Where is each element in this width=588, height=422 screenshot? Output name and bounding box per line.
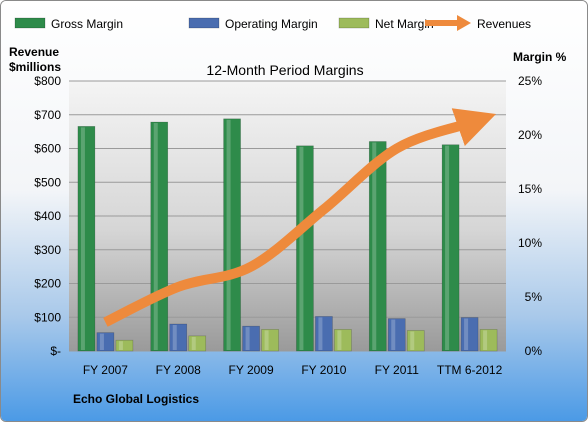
bar-highlight [464,318,469,350]
left-tick-label: $700 [34,108,61,122]
legend-label: Operating Margin [225,17,318,31]
left-tick-label: $600 [34,142,61,156]
left-axis-ticks: $- $100 $200 $300 $400 $500 $600 $700 $800 [34,74,61,358]
bar-highlight [483,330,488,350]
legend: Gross Margin Operating Margin Net Margin Re… [14,15,531,31]
bar-highlight [372,142,377,350]
bar-operating-margin [315,316,333,352]
right-tick-label: 0% [525,344,543,358]
y-right-label: Margin % [513,50,567,64]
bar-operating-margin [169,323,188,352]
right-tick-label: 10% [518,236,542,250]
legend-label: Gross Margin [51,17,123,31]
legend-label: Revenues [477,17,531,31]
x-tick-label: FY 2007 [83,363,128,377]
legend-swatch-gross-margin [14,17,46,29]
bar-highlight [226,119,231,350]
right-axis-ticks: 0% 5% 10% 15% 20% 25% [518,74,542,358]
bar-net-margin [261,329,279,352]
bar-gross-margin [441,144,460,352]
bar-highlight [153,123,158,350]
x-tick-label: FY 2011 [375,363,420,377]
bar-gross-margin [296,145,314,352]
x-tick-label: FY 2009 [229,363,274,377]
y-left-label-line1: Revenue [9,45,59,59]
left-tick-label: $100 [34,310,61,324]
gridlines [69,80,506,352]
right-tick-label: 20% [518,128,542,142]
bar-gross-margin [77,126,96,352]
bar-net-margin [115,339,134,352]
right-tick-label: 5% [525,290,543,304]
revenue-line-layer [103,108,497,327]
bar-gross-margin [223,118,241,352]
bar-highlight [337,330,342,350]
left-tick-label: $500 [34,175,61,189]
left-tick-label: $400 [34,209,61,223]
bar-operating-margin [460,317,479,352]
bar-highlight [172,325,177,350]
legend-swatch-operating-margin [188,17,220,29]
bar-highlight [318,317,323,350]
bar-highlight [245,327,250,350]
chart-title: 12-Month Period Margins [206,62,363,78]
revenue-line [103,108,497,327]
bars [77,118,498,352]
y-left-label-line2: $millions [9,60,61,74]
bar-highlight [391,319,396,350]
left-tick-label: $200 [34,277,61,291]
legend-swatch-net-margin [338,17,370,29]
right-tick-label: 15% [518,182,542,196]
bar-net-margin [479,329,498,352]
company-name: Echo Global Logistics [73,392,199,406]
x-tick-label: FY 2008 [156,363,201,377]
x-tick-label: FY 2010 [301,363,346,377]
bar-operating-margin [387,318,406,352]
bar-gross-margin [368,141,387,352]
bar-highlight [118,341,123,350]
bar-highlight [299,146,304,350]
bar-highlight [80,127,85,350]
bar-highlight [445,145,450,350]
bar-highlight [99,333,104,350]
bar-highlight [410,331,415,350]
bar-operating-margin [96,332,115,352]
bar-net-margin [334,329,352,352]
left-tick-label: $- [50,344,61,358]
left-tick-label: $800 [34,74,61,88]
bar-highlight [264,330,269,350]
legend-arrow [457,15,471,31]
bar-net-margin [188,335,207,352]
right-tick-label: 25% [518,74,542,88]
bar-net-margin [406,330,425,352]
left-tick-label: $300 [34,243,61,257]
bar-highlight [191,336,196,350]
x-axis-ticks: FY 2007 FY 2008 FY 2009 FY 2010 FY 2011 TTM 6… [83,363,503,377]
bar-operating-margin [242,325,260,352]
legend-label: Net Margin [375,17,434,31]
bar-gross-margin [150,121,169,352]
x-tick-label: TTM 6-2012 [437,363,503,377]
